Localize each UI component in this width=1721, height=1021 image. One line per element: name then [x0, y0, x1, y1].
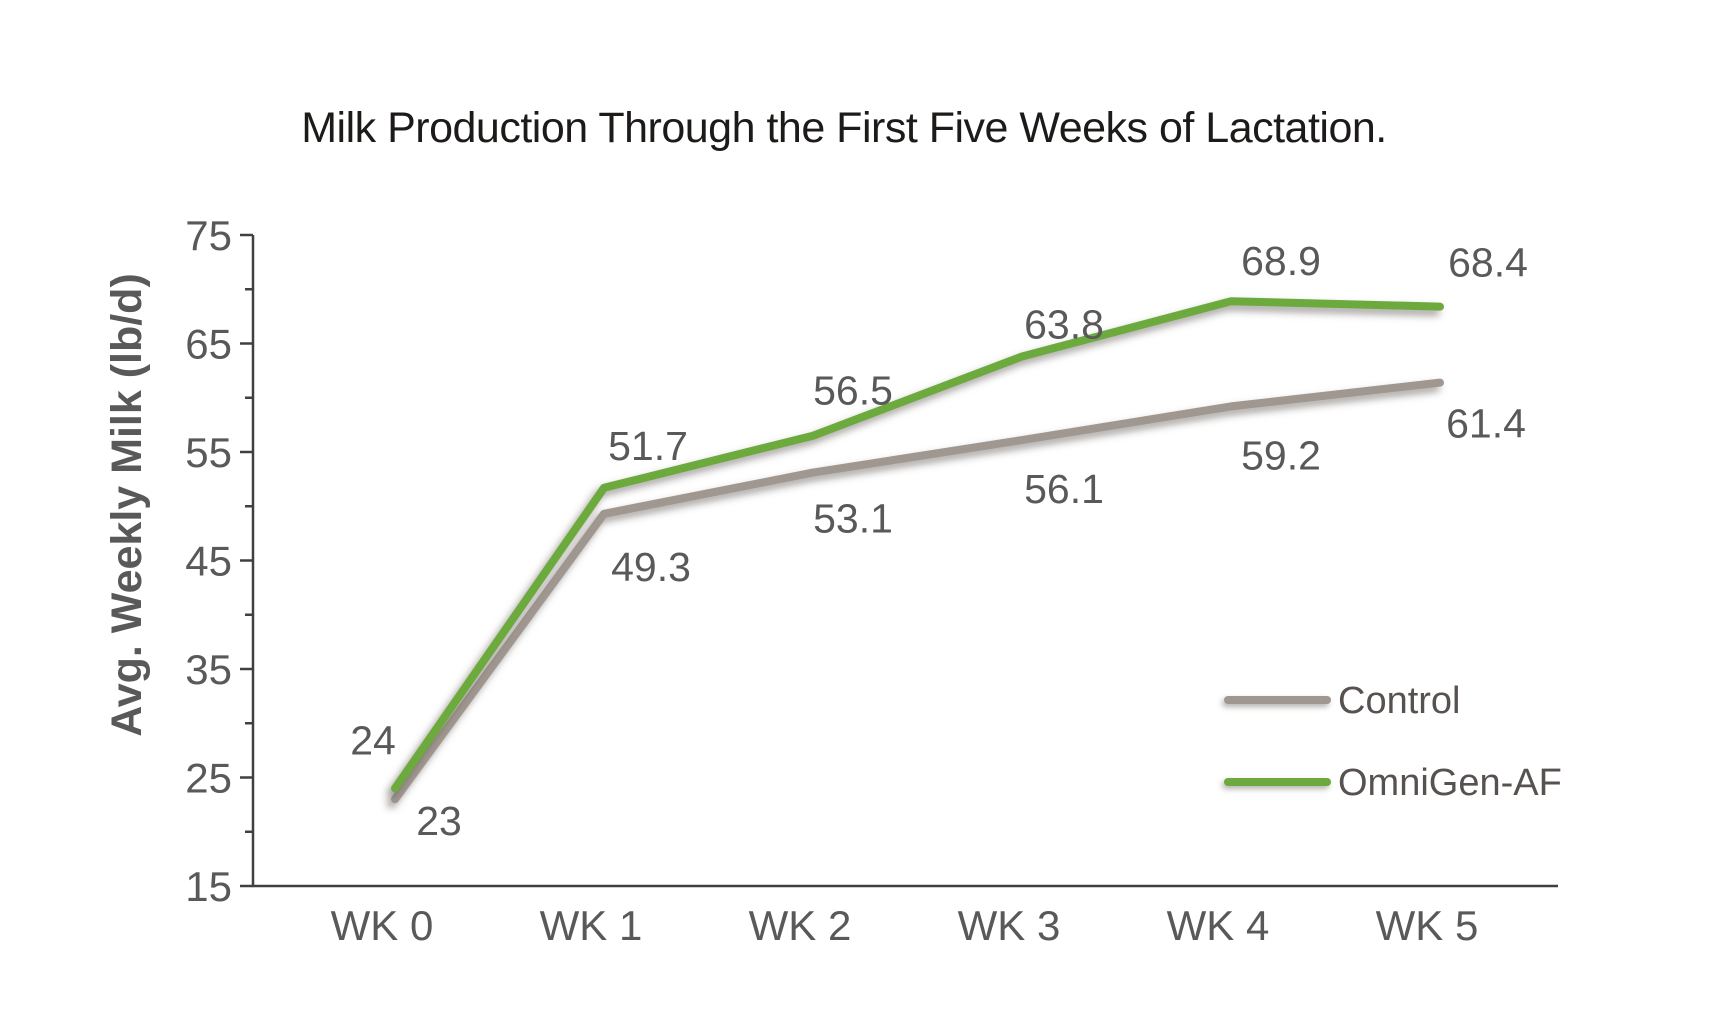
- legend: Control OmniGen-AF: [1224, 680, 1562, 804]
- data-label-control-4: 59.2: [1241, 432, 1321, 478]
- y-tick-label-75: 75: [185, 212, 232, 259]
- x-tick-label-wk-2: WK 2: [749, 902, 852, 949]
- y-tick-label-25: 25: [185, 755, 232, 802]
- series-line-control: [391, 378, 1444, 804]
- data-label-omnigen-af-3: 63.8: [1024, 302, 1104, 348]
- data-label-control-5: 61.4: [1446, 401, 1526, 447]
- y-tick-label-35: 35: [185, 646, 232, 693]
- y-tick-label-55: 55: [185, 429, 232, 476]
- chart-title: Milk Production Through the First Five W…: [301, 104, 1387, 152]
- y-tick-label-15: 15: [185, 863, 232, 910]
- x-tick-label-wk-5: WK 5: [1376, 902, 1479, 949]
- data-label-omnigen-af-1: 51.7: [608, 423, 688, 469]
- data-label-omnigen-af-0: 24: [350, 717, 396, 763]
- y-tick-label-45: 45: [185, 538, 232, 585]
- data-label-control-0: 23: [416, 798, 462, 844]
- data-label-control-2: 53.1: [813, 496, 893, 542]
- x-tick-label-wk-4: WK 4: [1167, 902, 1270, 949]
- data-label-control-1: 49.3: [611, 544, 691, 590]
- y-tick-label-65: 65: [185, 321, 232, 368]
- data-label-omnigen-af-5: 68.4: [1448, 240, 1528, 286]
- series-line-omnigen-af: [391, 297, 1444, 793]
- data-label-omnigen-af-2: 56.5: [813, 368, 893, 414]
- axes: 15 25 35 45 55 65 75 WK 0 WK 1 WK 2 WK 3 WK 4 WK 5: [185, 212, 1558, 949]
- series-lines: [391, 297, 1444, 804]
- legend-label-control: Control: [1338, 680, 1461, 722]
- x-tick-label-wk-0: WK 0: [331, 902, 434, 949]
- data-label-control-3: 56.1: [1024, 466, 1104, 512]
- legend-label-omnigen-af: OmniGen-AF: [1338, 762, 1562, 804]
- x-tick-label-wk-1: WK 1: [540, 902, 643, 949]
- x-tick-label-wk-3: WK 3: [958, 902, 1061, 949]
- data-labels: 23 49.3 53.1 56.1 59.2 61.4 24 51.7 56.5 63.8 68.9…: [350, 238, 1528, 844]
- data-label-omnigen-af-4: 68.9: [1241, 238, 1321, 284]
- y-axis-title: Avg. Weekly Milk (lb/d): [103, 273, 151, 737]
